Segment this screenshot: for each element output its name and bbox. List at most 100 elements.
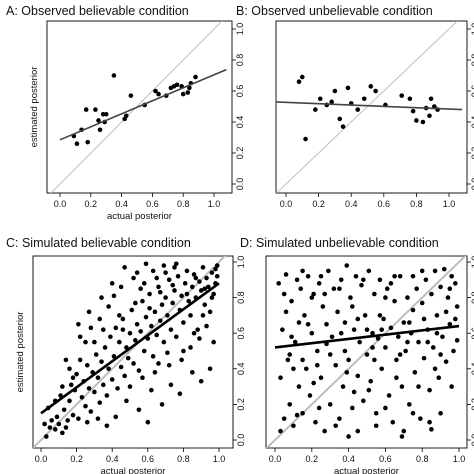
panel-4: D: Simulated unbelievable condition 0.0 0.… <box>240 236 474 474</box>
data-point <box>427 419 432 425</box>
data-point <box>143 261 149 267</box>
x-tick-label: 0.6 <box>142 454 155 464</box>
data-point <box>305 273 311 279</box>
y-tick-label: 0.4 <box>236 363 246 376</box>
data-point <box>95 375 101 381</box>
data-point <box>372 357 377 363</box>
data-point <box>149 323 154 329</box>
data-point <box>74 141 80 146</box>
data-point <box>335 309 340 315</box>
data-point <box>101 382 106 388</box>
data-point <box>198 288 204 293</box>
data-point <box>333 423 339 429</box>
data-point <box>170 300 176 306</box>
data-point <box>410 307 416 313</box>
data-point <box>47 425 53 430</box>
panel-title: C: Simulated believable condition <box>6 236 191 250</box>
data-point <box>168 327 174 332</box>
data-point <box>322 291 327 297</box>
data-point <box>111 293 117 299</box>
data-point <box>436 375 442 381</box>
data-point <box>159 302 165 308</box>
data-point <box>120 327 126 332</box>
data-point <box>315 348 320 354</box>
data-point <box>127 384 133 389</box>
data-point <box>207 366 213 372</box>
data-point <box>419 300 425 306</box>
data-point <box>74 371 79 377</box>
x-tick-label: 0.8 <box>177 454 190 464</box>
regression-line <box>40 282 220 415</box>
data-point <box>70 375 76 381</box>
data-point <box>315 362 320 368</box>
data-point <box>179 357 184 363</box>
data-point <box>84 419 90 425</box>
data-point <box>373 411 379 416</box>
x-tick-label: 0.2 <box>312 199 325 209</box>
data-point <box>172 265 177 270</box>
data-point <box>355 316 361 322</box>
data-point <box>207 309 213 315</box>
data-point <box>366 387 372 393</box>
data-point <box>200 313 206 318</box>
y-tick-label: 0.0 <box>235 178 245 191</box>
data-point <box>383 405 388 411</box>
data-point <box>331 286 337 292</box>
data-point <box>211 291 216 297</box>
data-point <box>109 377 115 382</box>
data-point <box>432 366 438 372</box>
data-point <box>401 428 407 434</box>
y-tick-label: 0.6 <box>236 327 246 340</box>
x-tick-label: 0.6 <box>379 454 392 464</box>
data-point <box>361 398 366 404</box>
data-point <box>326 268 331 274</box>
data-point <box>332 88 338 94</box>
data-point <box>449 384 454 389</box>
data-point <box>184 291 190 297</box>
data-point <box>296 79 302 84</box>
y-tick-label: 0.8 <box>236 291 246 304</box>
data-point <box>197 279 202 284</box>
data-point <box>165 313 170 318</box>
data-point <box>372 291 377 297</box>
data-point <box>399 93 405 98</box>
data-point <box>421 355 427 361</box>
data-point <box>381 316 386 322</box>
data-point <box>117 339 122 345</box>
data-point <box>104 423 110 429</box>
data-point <box>200 265 206 270</box>
data-point <box>309 295 315 300</box>
data-point <box>161 263 167 268</box>
data-point <box>202 286 208 292</box>
data-point <box>154 332 159 338</box>
data-point <box>346 434 351 439</box>
x-tick-label: 0.0 <box>280 199 293 209</box>
data-point <box>318 375 324 381</box>
data-point <box>453 316 458 322</box>
data-point <box>56 421 62 427</box>
x-tick-label: 0.8 <box>416 454 429 464</box>
data-point <box>177 391 183 397</box>
data-point <box>386 393 392 398</box>
data-point <box>93 352 99 357</box>
data-point <box>412 370 418 375</box>
data-point <box>88 325 94 331</box>
data-point <box>351 389 357 395</box>
data-point <box>390 419 396 425</box>
data-point <box>364 352 370 357</box>
data-point <box>83 403 88 409</box>
data-point <box>383 345 388 350</box>
data-point <box>395 334 401 340</box>
data-point <box>383 295 388 300</box>
y-tick-label: 0.2 <box>235 147 245 160</box>
data-point <box>156 284 161 290</box>
data-point <box>214 263 220 268</box>
data-point <box>211 339 216 345</box>
data-point <box>102 345 108 350</box>
data-point <box>276 281 281 286</box>
data-point <box>303 366 309 372</box>
data-point <box>294 277 300 283</box>
y-tick-label: 1.0 <box>470 23 474 36</box>
data-point <box>333 362 339 368</box>
data-point <box>392 298 397 304</box>
